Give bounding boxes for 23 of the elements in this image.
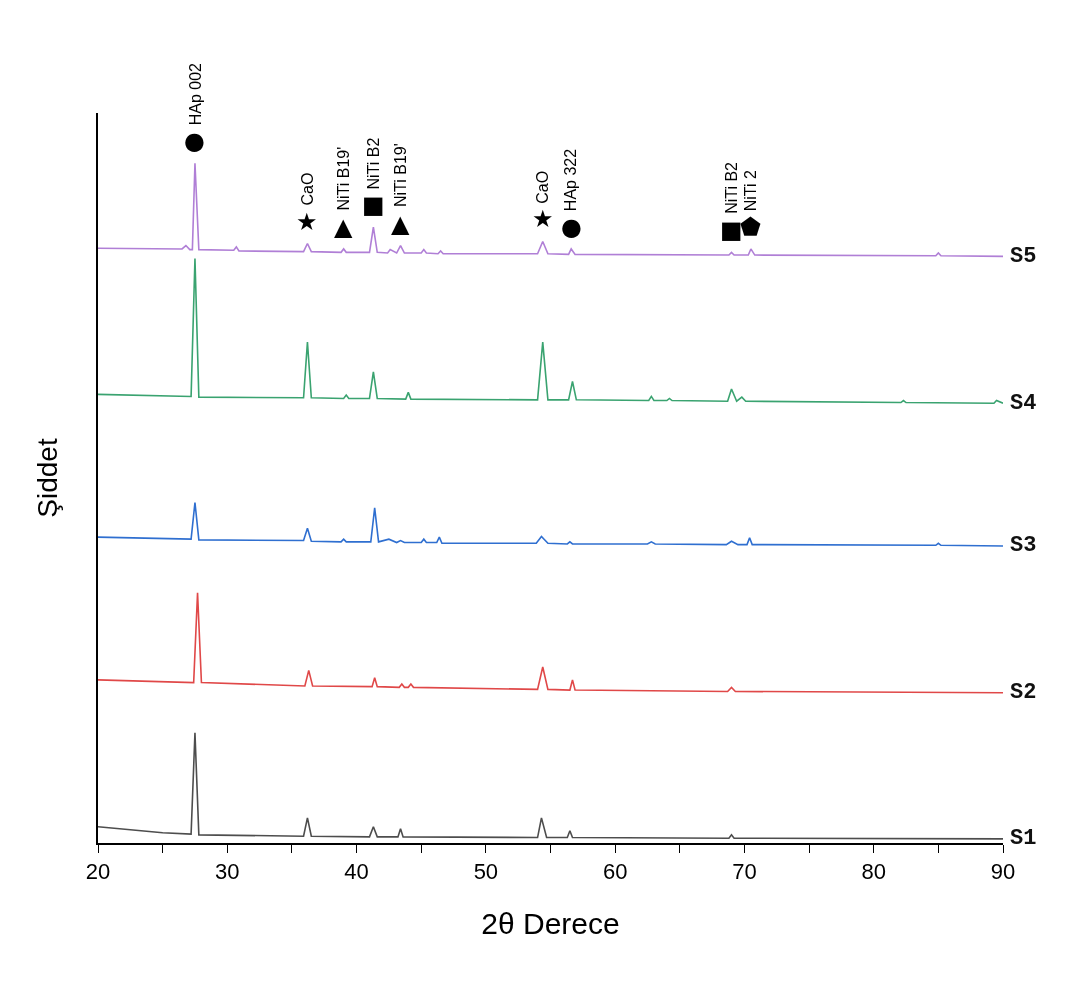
x-axis-title: 2θ Derece: [481, 907, 620, 941]
annotation: ▲ NiTi B19': [391, 143, 410, 238]
x-tick-label: 70: [732, 859, 757, 885]
annotation: ● HAp 322: [561, 148, 582, 241]
x-tick-label: 50: [473, 859, 499, 885]
annotation: ● HAp 002: [184, 62, 205, 155]
x-tick-label: 40: [344, 859, 369, 885]
x-tick-label: 20: [85, 859, 111, 885]
annotation: ⬟ NiTi 2: [740, 170, 761, 241]
annotation: ■ NiTi B2: [362, 137, 385, 219]
series-label: S5: [1010, 244, 1037, 269]
x-tick-label: 60: [602, 859, 628, 885]
annotation: ★ CaO: [296, 172, 318, 236]
annotation: ▲ NiTi B19': [334, 146, 353, 241]
series-label: S4: [1010, 391, 1037, 416]
series-label: S2: [1010, 680, 1037, 705]
x-tick-label: 80: [861, 859, 886, 885]
series-label: S3: [1010, 533, 1037, 558]
annotation: ★ CaO: [532, 170, 554, 233]
x-tick-label: 90: [990, 859, 1016, 885]
series-label: S1: [1010, 826, 1037, 851]
x-tick-label: 30: [215, 859, 240, 885]
y-axis-title: Şiddet: [32, 438, 64, 518]
